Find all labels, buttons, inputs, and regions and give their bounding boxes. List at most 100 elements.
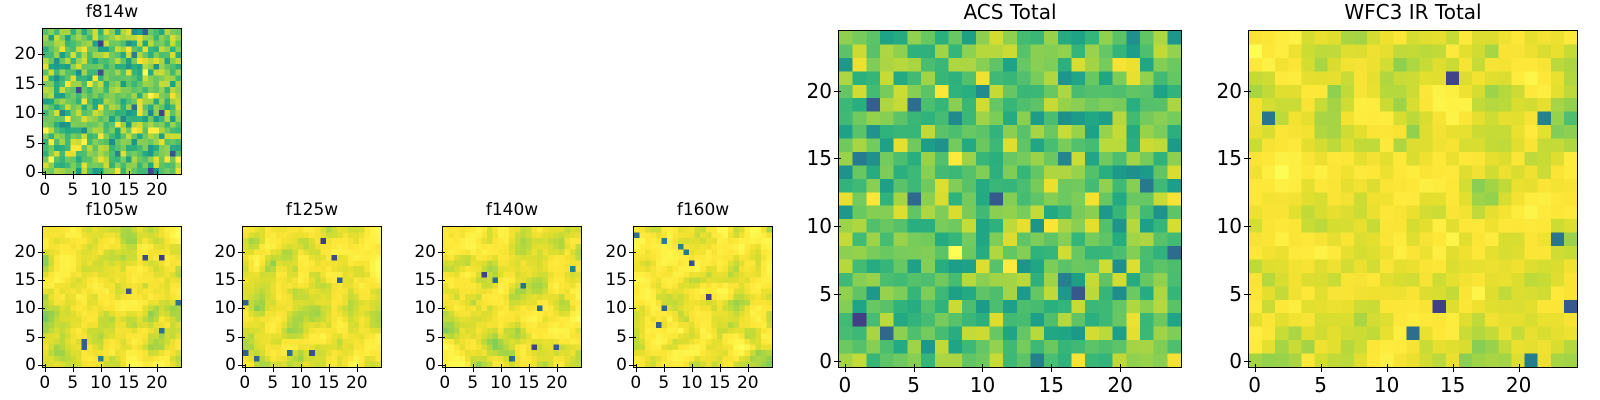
y-tick-label: 20: [605, 241, 627, 262]
x-tick-label: 10: [89, 180, 112, 200]
x-tick-mark-inner: [1051, 364, 1053, 367]
x-tick-mark-inner: [1386, 364, 1388, 367]
y-tick-mark: [834, 158, 838, 160]
x-tick-label: 15: [708, 373, 731, 393]
y-tick-label: 10: [605, 298, 627, 319]
x-tick-mark-inner: [635, 364, 637, 367]
x-tick-mark: [128, 368, 130, 372]
x-tick-mark: [356, 368, 358, 372]
y-tick-mark: [238, 365, 242, 367]
x-tick-mark: [1051, 368, 1053, 372]
y-tick-label: 10: [806, 214, 832, 239]
x-tick-label: 20: [1107, 373, 1133, 397]
y-tick-mark: [629, 251, 633, 253]
x-tick-mark: [44, 368, 46, 372]
x-tick-mark: [747, 368, 749, 372]
y-tick-mark: [38, 172, 42, 174]
x-tick-mark: [913, 368, 915, 372]
y-tick-mark: [1244, 90, 1248, 92]
x-tick-mark-inner: [844, 364, 846, 367]
y-tick-mark-inner: [42, 336, 45, 338]
y-tick-label: 15: [214, 269, 236, 290]
y-tick-mark-inner: [838, 158, 841, 160]
x-tick-label: 20: [545, 373, 568, 393]
y-tick-mark-inner: [442, 308, 445, 310]
x-tick-label: 5: [658, 373, 670, 393]
y-tick-label: 20: [1216, 78, 1242, 103]
x-tick-mark-inner: [156, 171, 158, 174]
y-tick-mark-inner: [42, 172, 45, 174]
y-tick-mark-inner: [242, 251, 245, 253]
panel-f140w: f140w 0 5 10 15 20 0 5 10 15 20: [402, 200, 582, 398]
panel-f125w: f125w 0 5 10 15 20 0 5 10 15 20: [202, 200, 382, 398]
heatmap-image: [43, 29, 181, 174]
x-tick-mark: [663, 368, 665, 372]
x-tick-label: 20: [1505, 373, 1532, 397]
y-tick-label: 0: [25, 162, 36, 183]
x-tick-mark-inner: [528, 364, 530, 367]
x-tick-mark-inner: [719, 364, 721, 367]
x-tick-mark: [844, 368, 846, 372]
y-tick-label: 0: [819, 349, 832, 374]
x-tick-label: 0: [630, 373, 642, 393]
y-tick-mark: [834, 90, 838, 92]
y-tick-label: 20: [806, 78, 832, 103]
x-tick-mark: [1254, 368, 1256, 372]
heatmap-image: [243, 227, 381, 367]
y-tick-mark-inner: [42, 83, 45, 85]
panel-title: ACS Total: [963, 0, 1057, 24]
x-tick-label: 15: [117, 373, 140, 393]
heatmap-image: [634, 227, 772, 367]
x-tick-mark-inner: [156, 364, 158, 367]
y-tick-mark: [438, 336, 442, 338]
y-tick-mark-inner: [1248, 361, 1251, 363]
y-tick-mark: [238, 308, 242, 310]
y-tick-label: 15: [14, 73, 36, 94]
x-tick-mark-inner: [72, 171, 74, 174]
x-tick-label: 20: [145, 180, 168, 200]
x-tick-label: 5: [907, 373, 921, 397]
y-tick-mark: [38, 83, 42, 85]
panel-title: f160w: [676, 200, 730, 220]
y-tick-mark-inner: [242, 365, 245, 367]
y-tick-label: 10: [14, 298, 36, 319]
panel-f814w: f814w 0 5 10 15 20 0 5 10 15 20: [2, 2, 182, 205]
x-tick-mark-inner: [500, 364, 502, 367]
y-tick-mark: [38, 308, 42, 310]
panel-title: WFC3 IR Total: [1344, 0, 1482, 24]
x-tick-label: 20: [345, 373, 368, 393]
x-tick-label: 10: [1373, 373, 1400, 397]
x-tick-mark: [1386, 368, 1388, 372]
y-tick-mark: [38, 279, 42, 281]
y-tick-mark: [238, 336, 242, 338]
y-tick-mark: [238, 279, 242, 281]
x-tick-mark-inner: [356, 364, 358, 367]
x-tick-label: 0: [239, 373, 251, 393]
y-tick-mark: [38, 142, 42, 144]
y-tick-label: 20: [14, 44, 36, 65]
y-tick-label: 20: [14, 241, 36, 262]
y-tick-mark-inner: [242, 336, 245, 338]
y-tick-mark: [38, 365, 42, 367]
y-tick-mark: [438, 365, 442, 367]
x-tick-mark-inner: [444, 364, 446, 367]
x-tick-label: 0: [838, 373, 852, 397]
heatmap-axes: [838, 30, 1182, 368]
y-tick-mark: [834, 361, 838, 363]
x-tick-mark-inner: [100, 364, 102, 367]
x-tick-label: 15: [317, 373, 340, 393]
y-tick-mark: [438, 251, 442, 253]
y-tick-label: 5: [1229, 281, 1242, 306]
x-tick-mark: [244, 368, 246, 372]
x-tick-mark: [1320, 368, 1322, 372]
y-tick-mark-inner: [42, 279, 45, 281]
y-tick-label: 0: [25, 355, 36, 376]
x-tick-label: 10: [489, 373, 512, 393]
y-tick-label: 15: [1216, 146, 1242, 171]
y-tick-mark-inner: [1248, 226, 1251, 228]
y-tick-mark: [38, 336, 42, 338]
x-tick-label: 5: [1314, 373, 1327, 397]
x-tick-mark: [528, 368, 530, 372]
y-tick-label: 15: [414, 269, 436, 290]
